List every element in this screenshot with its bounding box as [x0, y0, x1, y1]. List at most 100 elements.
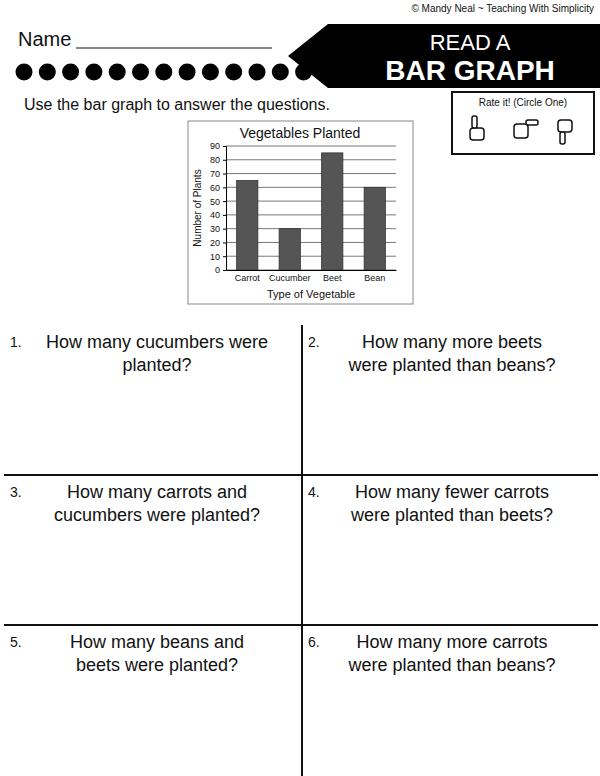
bar: [364, 187, 385, 270]
y-axis-line: [223, 147, 227, 271]
rating-label: Rate it! (Circle One): [479, 97, 567, 108]
thumb-finger: [526, 120, 538, 125]
banner: [288, 24, 600, 88]
question-number: 5.: [10, 634, 22, 650]
name-label: Name: [18, 28, 71, 50]
worksheet: © Mandy Neal ~ Teaching With Simplicity N…: [0, 0, 600, 776]
thumb-icon[interactable]: [558, 120, 572, 144]
y-tick-label: 90: [210, 141, 220, 151]
y-axis-title: Number of Plants: [192, 169, 203, 246]
y-tick-label: 0: [215, 265, 220, 275]
question-text: How many more beets: [362, 332, 542, 352]
dot: [225, 64, 242, 81]
y-tick: 10: [210, 252, 226, 262]
y-tick-label: 70: [210, 169, 220, 179]
chart-frame: [188, 121, 413, 304]
dot: [85, 64, 102, 81]
dot: [249, 64, 266, 81]
question-text: cucumbers were planted?: [54, 505, 260, 525]
dot: [179, 64, 196, 81]
dot: [155, 64, 172, 81]
dot: [62, 64, 79, 81]
dot: [202, 64, 219, 81]
x-tick: Cucumber: [269, 273, 311, 283]
grid-line: [226, 173, 396, 174]
dot: [272, 64, 289, 81]
y-tick-label: 40: [210, 210, 220, 220]
question-text: beets were planted?: [76, 655, 238, 675]
y-tick-label: 30: [210, 224, 220, 234]
question-text: were planted than beans?: [347, 655, 555, 675]
y-tick-mark: [223, 160, 226, 161]
dot: [109, 64, 126, 81]
y-tick-mark: [223, 229, 226, 230]
y-tick: 90: [210, 141, 226, 151]
thumb-finger: [560, 132, 565, 144]
question-number: 3.: [10, 484, 22, 500]
x-tick: Carrot: [235, 273, 261, 283]
question-text: How many more carrots: [356, 632, 547, 652]
question-text: were planted than beets?: [350, 505, 553, 525]
y-tick: 30: [210, 224, 226, 234]
question-text: How many carrots and: [67, 482, 247, 502]
question-number: 1.: [10, 334, 22, 350]
y-tick-mark: [223, 201, 226, 202]
thumb-icon[interactable]: [514, 120, 538, 138]
bar: [279, 229, 300, 270]
thumb-finger: [472, 116, 477, 128]
thumb-hand: [558, 120, 572, 132]
y-tick-label: 50: [210, 196, 220, 206]
y-tick-mark: [223, 146, 226, 147]
thumb-icon[interactable]: [470, 116, 484, 140]
y-tick: 80: [210, 155, 226, 165]
x-tick-label: Cucumber: [269, 273, 311, 283]
thumb-hand: [470, 128, 484, 140]
grid-line: [226, 159, 396, 160]
y-tick-mark: [223, 270, 226, 271]
y-tick-label: 60: [210, 183, 220, 193]
instructions: Use the bar graph to answer the question…: [24, 96, 330, 113]
chart-title: Vegetables Planted: [240, 125, 361, 141]
banner-line: READ A: [430, 30, 511, 55]
y-tick: 40: [210, 210, 226, 220]
x-tick: Bean: [364, 273, 385, 283]
banner-title: BAR GRAPH: [385, 55, 555, 86]
bar: [322, 153, 343, 270]
x-axis-title: Type of Vegetable: [267, 288, 355, 300]
grid-divider: [4, 474, 598, 476]
y-tick: 50: [210, 196, 226, 206]
x-tick-label: Beet: [323, 273, 342, 283]
x-tick: Beet: [323, 273, 342, 283]
bar: [237, 180, 258, 270]
name-line: [76, 48, 272, 49]
y-tick: 20: [210, 238, 226, 248]
dot: [39, 64, 56, 81]
y-tick-mark: [223, 187, 226, 188]
x-tick-label: Carrot: [235, 273, 261, 283]
grid: [226, 146, 396, 270]
question-number: 2.: [308, 334, 320, 350]
question-text: were planted than beans?: [347, 355, 555, 375]
rating-box: [452, 92, 594, 154]
question-number: 4.: [308, 484, 320, 500]
thumb-hand: [514, 124, 528, 138]
copyright: © Mandy Neal ~ Teaching With Simplicity: [411, 3, 594, 14]
y-tick-mark: [223, 215, 226, 216]
dot: [132, 64, 149, 81]
y-tick-label: 80: [210, 155, 220, 165]
grid-divider: [4, 624, 598, 626]
question-text: How many fewer carrots: [355, 482, 549, 502]
question-text: How many cucumbers were: [46, 332, 268, 352]
question-text: How many beans and: [70, 632, 244, 652]
y-tick: 70: [210, 169, 226, 179]
y-tick-label: 20: [210, 238, 220, 248]
dot: [16, 64, 33, 81]
y-tick-mark: [223, 256, 226, 257]
y-tick: 0: [215, 265, 226, 275]
x-axis: Carrot Cucumber Beet Bean: [227, 271, 397, 284]
x-axis-line: [227, 270, 397, 271]
y-tick-mark: [223, 242, 226, 243]
y-axis: 0 10 20 30 40 50 60 70 80 90: [210, 141, 227, 275]
question-number: 6.: [308, 634, 320, 650]
grid-line: [226, 146, 396, 147]
